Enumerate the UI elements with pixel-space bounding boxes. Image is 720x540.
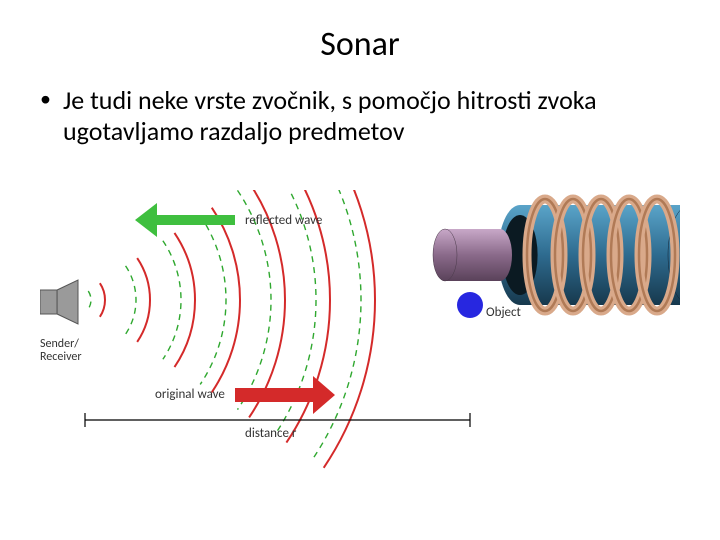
reflected-wave-arc bbox=[88, 291, 91, 309]
reflected-wave-arc bbox=[200, 216, 226, 385]
reflected-wave-arc bbox=[126, 266, 136, 334]
distance-label: distance r bbox=[245, 426, 296, 441]
sender-label: Sender/Receiver bbox=[40, 338, 100, 364]
reflected-wave-label: reflected wave bbox=[245, 213, 322, 228]
original-wave-arc bbox=[137, 258, 150, 342]
original-wave-arc bbox=[100, 283, 105, 317]
original-wave-arc bbox=[174, 233, 195, 367]
original-arrow-icon bbox=[235, 376, 335, 414]
coil-core-cap bbox=[433, 229, 457, 281]
bullet-dot: • bbox=[40, 85, 51, 114]
figure-area: Sender/Receiver reflected wave Object or… bbox=[40, 190, 680, 520]
speaker-cone-icon bbox=[57, 280, 78, 324]
object-circle bbox=[457, 292, 483, 318]
original-wave-label: original wave bbox=[155, 387, 225, 402]
bullet-item: • Je tudi neke vrste zvočnik, s pomočjo … bbox=[40, 85, 690, 147]
reflected-wave-arc bbox=[163, 241, 181, 360]
reflected-arrow-icon bbox=[135, 203, 235, 237]
object-label: Object bbox=[486, 305, 521, 320]
sonar-diagram bbox=[40, 190, 680, 520]
slide-title: Sonar bbox=[0, 0, 720, 85]
bullet-block: • Je tudi neke vrste zvočnik, s pomočjo … bbox=[0, 85, 720, 147]
speaker-body-icon bbox=[40, 290, 57, 314]
bullet-text: Je tudi neke vrste zvočnik, s pomočjo hi… bbox=[63, 85, 690, 147]
